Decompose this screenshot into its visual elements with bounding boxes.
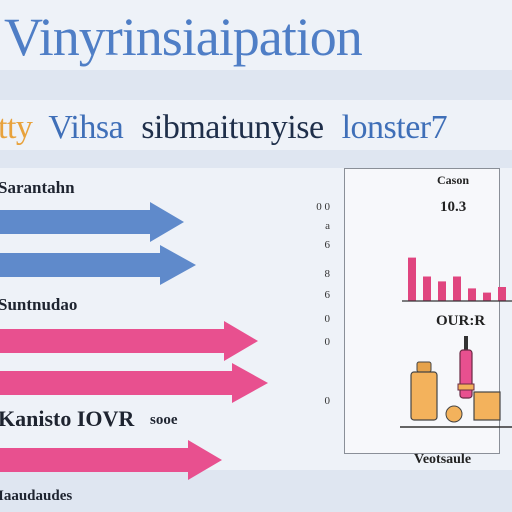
lab-equipment-illustration xyxy=(400,336,512,428)
row-label-1: Sarantahn xyxy=(0,178,75,197)
arrow-blue-2 xyxy=(0,245,196,285)
mini-bar xyxy=(483,292,491,301)
syringe-band xyxy=(457,383,475,391)
page-subtitle: tty Vihsa sibmaitunyise lonster7 xyxy=(0,108,512,148)
panel-bottom-label: Veotsaule xyxy=(414,452,472,467)
row-label-2: Suntnudao xyxy=(0,295,78,314)
arrow-pink-1 xyxy=(0,321,258,361)
mini-bar-chart xyxy=(402,257,512,302)
background-stripe xyxy=(0,470,512,512)
background-stripe xyxy=(0,150,512,168)
flask-round xyxy=(445,405,463,423)
mini-bar xyxy=(408,257,416,301)
subtitle-part: tty xyxy=(0,109,33,146)
axis-tick: 0 xyxy=(324,313,331,325)
arrow-pink-2 xyxy=(0,363,268,403)
subtitle-part: Vihsa xyxy=(48,109,124,146)
axis-tick: a xyxy=(325,220,330,232)
mini-bar xyxy=(468,288,476,301)
panel-top-label: Cason xyxy=(437,173,470,187)
subtitle-part: sibmaitunyise xyxy=(141,109,324,146)
bottle-cap xyxy=(416,361,432,373)
syringe-plunger xyxy=(464,336,468,350)
bottle xyxy=(410,371,438,421)
mini-bar xyxy=(423,276,431,301)
axis-tick: 6 xyxy=(324,289,331,301)
row-label-3: Kanisto IOVR xyxy=(0,406,135,431)
page-title: Vinyrinsiaipation xyxy=(4,7,363,67)
beaker xyxy=(473,391,501,421)
axis-tick: 0 0 xyxy=(316,201,330,213)
mini-bar xyxy=(453,276,461,301)
syringe-body xyxy=(459,349,473,399)
mini-bar xyxy=(498,287,506,301)
panel-top-value: 10.3 xyxy=(440,199,467,215)
subtitle-part: lonster7 xyxy=(341,109,448,146)
axis-tick: 0 xyxy=(324,336,331,348)
axis-tick: 0 xyxy=(324,395,331,407)
row-label-4: Iaaudaudes xyxy=(0,488,73,504)
arrow-blue-1 xyxy=(0,202,184,242)
axis-tick: 8 xyxy=(324,268,331,280)
arrow-pink-3 xyxy=(0,440,222,480)
mini-bar xyxy=(438,281,446,301)
axis-tick: 6 xyxy=(324,239,331,251)
background-stripe xyxy=(0,70,512,100)
panel-mid-label: OUR:R xyxy=(436,313,486,329)
row-label-3-suffix: sooe xyxy=(150,412,178,428)
